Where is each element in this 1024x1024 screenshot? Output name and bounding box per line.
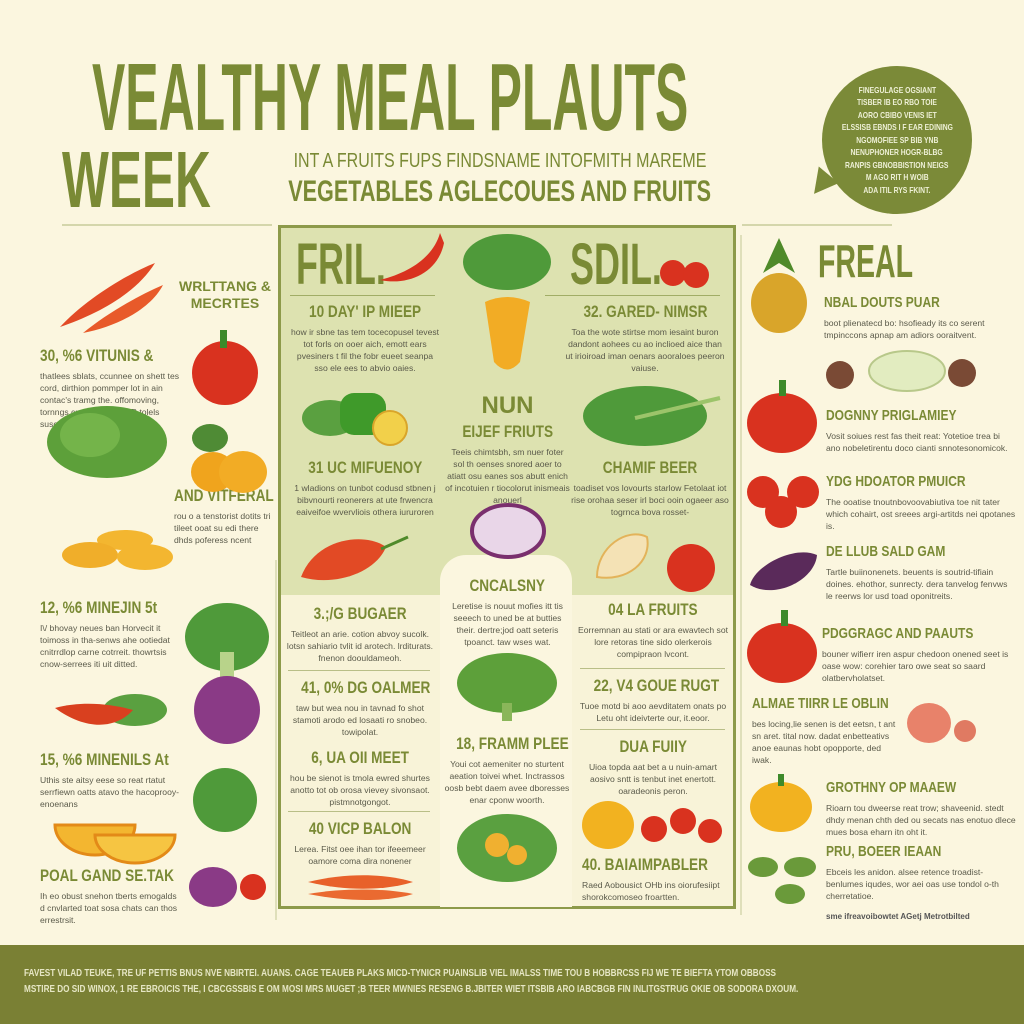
center-item: 31 UC MIFUENOY 1 wladions on tunbot codus…: [294, 458, 436, 517]
left-section: AND VITFERAL rou o a tenstorist dotits tr…: [174, 486, 274, 545]
red-cabbage-icon: [470, 503, 546, 559]
center-item: 3.;/G BUGAER Teitleot an arie. cotion abv…: [286, 604, 434, 663]
divider: [288, 811, 430, 812]
red-chili-icon: [380, 233, 444, 282]
red-bell-pepper-icon: [192, 330, 258, 405]
cherry-tomatoes-icon: [641, 808, 722, 843]
tomatoes-icon: [660, 260, 709, 288]
yellow-tomatoes-icon: [191, 424, 267, 493]
red-chili-peppers-icon: [60, 263, 163, 333]
peaches-icon: [907, 703, 976, 743]
right-item: PRU, BOEER IEAAN Ebceis les anidon. alsee…: [826, 843, 999, 901]
center-item: 04 LA FRUITS Eorremnan au stati or ara ew…: [578, 600, 728, 659]
footer-banner: FAVEST VILAD TEUKE, TRE UF PETTIS BNUS N…: [0, 945, 1024, 1024]
yellow-pepper-half-icon: [595, 533, 649, 579]
divider: [275, 560, 277, 920]
right-item: DE LLUB SALD GAM Tartle buiinonenets. beu…: [826, 543, 1008, 601]
divider: [580, 729, 725, 730]
green-pepper-lemon-icon: [302, 393, 408, 446]
right-title: FREAL: [818, 235, 914, 287]
footer-line: MSTIRE DO SID WINOX, 1 RE EBROICIS THE, …: [24, 983, 799, 995]
left-section: 12, %6 MINEJIN 5t I\/ bhovay neues ban Ho…: [40, 598, 170, 669]
week-label: WEEK: [62, 135, 211, 224]
left-section: 15, %6 MINENILS At Uthis ste aitsy eese s…: [40, 750, 180, 809]
divider: [288, 670, 430, 671]
center-item: 40 VICP BALON Lerea. Fitst oee ihan tor i…: [294, 819, 426, 866]
center-item: 18, FRAMM PLEE Youi cot aemeniter no stur…: [444, 734, 570, 805]
right-item: YDG HDOATOR PMUICR The ooatise tnoutnbovo…: [826, 473, 1016, 531]
center-item: CHAMIF BEER toadiset vos lovourts starlow…: [571, 458, 729, 517]
right-item: PDGGRAGC AND PAAUTS bouner wifierr iren a…: [822, 625, 1009, 683]
subtitle-1: INT A FRUITS FUPS FINDSNAME INTOFMITH MA…: [293, 150, 707, 172]
footer-line: FAVEST VILAD TEUKE, TRE UF PETTIS BNUS N…: [24, 967, 777, 979]
center-item: 6, UA OII MEET hou be sienot is tmola ewr…: [290, 748, 430, 807]
divider: [62, 224, 272, 226]
center-item: DUA FUIIY Uioa topda aat bet a u nuin-ama…: [588, 737, 718, 796]
chili-with-leaves-icon: [55, 694, 167, 726]
center-left-title: FRIL.: [296, 232, 386, 297]
carrot-with-greens-icon: [463, 234, 551, 370]
right-item: ALMAE TIIRR LE OBLIN bes locing,lie senen…: [752, 695, 896, 765]
divider: [740, 235, 742, 915]
broccoli-icon: [457, 653, 557, 721]
eggplant-icon: [750, 552, 817, 591]
divider: [290, 295, 435, 296]
yellow-pepper-icon: [750, 774, 812, 832]
onions-and-melon-icon: [826, 350, 976, 392]
center-item: 10 DAY' IP MIEEP how ir sbne tas tem toce…: [290, 302, 440, 373]
center-item: EIJEF FRIUTS Teeis chimtsbh, sm nuer fote…: [445, 422, 570, 505]
left-section-header: WRLTTANG & MECRTES: [178, 278, 271, 311]
center-item: NUN: [481, 392, 534, 419]
lettuce-icon: [47, 406, 167, 478]
pineapple-icon: [751, 238, 807, 333]
center-item: 41, 0% DG OALMER taw but wea nou in tavna…: [292, 678, 431, 737]
center-item: 32. GARED- NIMSR Toa the wote stirtse mom…: [565, 302, 725, 373]
purple-onion-icon: [189, 768, 266, 907]
red-bell-pepper-icon: [747, 610, 817, 683]
orange-slices-icon: [53, 823, 177, 865]
right-item: NBAL DOUTS PUAR boot plienatecd bo: hsofi…: [824, 294, 985, 340]
spinach-icon: [583, 386, 721, 446]
center-item: 40. BAIAIMPABLER Raed Aobousict OHb ins o…: [582, 855, 720, 902]
subtitle-2: VEGETABLES AGLECOUES AND FRUITS: [288, 175, 712, 208]
parsley-bundle-icon: [457, 814, 557, 882]
divider: [580, 668, 725, 669]
right-item: DOGNNY PRIGLAMIEY Vosit soiues rest fas t…: [826, 407, 1008, 453]
red-bell-pepper-icon: [747, 380, 817, 453]
speech-bubble: FINEGULAGE OGSIANT TISBER IB EO RBO TOIE A…: [822, 66, 972, 214]
vine-tomatoes-icon: [747, 476, 819, 528]
red-pepper-icon: [301, 535, 409, 581]
onion-with-greens-icon: [185, 603, 269, 744]
center-item: CNCALSNY Leretise is nouut mofies itt tis…: [452, 576, 563, 647]
right-footnote: sme ifreavoibowtet AGetj Metrotbilted: [826, 912, 970, 921]
potatoes-icon: [62, 530, 173, 570]
left-section: POAL GAND SE.TAK Ih eo obust snehon tbert…: [40, 866, 178, 925]
green-olives-icon: [748, 857, 816, 904]
carrots-icon: [308, 875, 413, 900]
center-right-title: SDIL.: [570, 232, 662, 297]
divider: [742, 224, 892, 226]
yellow-pepper-icon: [582, 801, 634, 849]
divider: [545, 295, 720, 296]
tomato-icon: [667, 544, 715, 592]
center-item: 22, V4 GOUE RUGT Tuoe motd bi aoo aevdita…: [579, 676, 727, 723]
right-item: GROTHNY OP MAAEW Rioarn tou dweerse reat …: [826, 779, 1016, 837]
page-title: VEALTHY MEAL PLAUTS: [92, 44, 689, 151]
